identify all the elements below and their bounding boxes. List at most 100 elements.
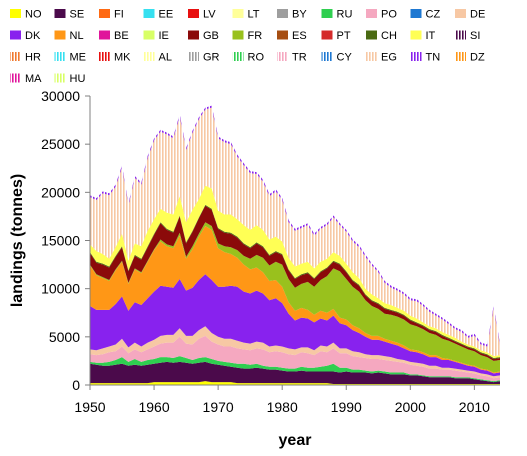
legend-swatch-lv (188, 9, 199, 18)
legend-label-by: BY (292, 9, 307, 21)
legend-item-eg: EG (366, 52, 397, 64)
legend-label-ma: MA (25, 73, 42, 85)
area-series-fr (90, 222, 500, 373)
legend-item-nl: NL (54, 30, 84, 42)
legend-item-ru: RU (321, 9, 352, 21)
legend: NO SE FI EE LV LT BY RU PO CZ DE DK NL BE IE GB FR ES PT CH… (10, 9, 485, 85)
legend-label-mk: MK (114, 52, 131, 64)
legend-swatch-hu (54, 73, 66, 83)
area-series-no (90, 381, 500, 385)
legend-label-tr: TR (292, 52, 307, 64)
legend-item-it: IT (410, 30, 436, 42)
legend-label-ie: IE (159, 30, 169, 42)
legend-swatch-pt (321, 30, 333, 40)
x-axis-label: year (279, 432, 312, 449)
legend-item-by: BY (277, 9, 307, 21)
legend-swatch-dk (10, 30, 21, 40)
y-tick-label: 30000 (41, 88, 80, 104)
area-series-ru (90, 356, 500, 383)
y-tick-label: 25000 (41, 136, 80, 152)
legend-label-be: BE (114, 30, 129, 42)
y-tick-label: 10000 (41, 281, 80, 297)
x-tick-label: 1990 (331, 399, 362, 415)
legend-swatch-nl (54, 30, 66, 40)
x-tick-label: 1980 (267, 399, 298, 415)
y-tick-label: 20000 (41, 184, 80, 200)
legend-swatch-tr (277, 52, 288, 61)
legend-swatch-be (99, 30, 110, 40)
legend-item-hu: HU (54, 73, 85, 85)
legend-swatch-de (455, 9, 466, 18)
legend-item-es: ES (277, 30, 307, 42)
legend-label-gb: GB (203, 30, 219, 42)
legend-item-si: SI (455, 30, 480, 42)
legend-label-pt: PT (337, 30, 351, 42)
legend-label-ee: EE (159, 9, 174, 21)
legend-label-de: DE (470, 9, 485, 21)
x-tick-label: 1970 (203, 399, 234, 415)
legend-item-hr: HR (10, 52, 41, 64)
plot-area (90, 105, 500, 385)
legend-swatch-no (10, 9, 21, 18)
legend-label-ro: RO (248, 52, 265, 64)
legend-item-dz: DZ (455, 52, 485, 64)
legend-label-cz: CZ (426, 9, 441, 21)
legend-item-ie: IE (143, 30, 169, 42)
legend-label-po: PO (381, 9, 397, 21)
legend-label-me: ME (70, 52, 87, 64)
legend-swatch-tn (410, 52, 422, 61)
legend-item-gr: GR (188, 52, 220, 64)
legend-swatch-by (277, 9, 288, 18)
legend-item-al: AL (143, 52, 172, 64)
legend-item-de: DE (455, 9, 485, 21)
x-tick-label: 1950 (74, 399, 105, 415)
legend-item-dk: DK (10, 30, 41, 42)
legend-swatch-po (366, 9, 377, 18)
legend-label-hr: HR (25, 52, 41, 64)
legend-item-ma: MA (10, 73, 42, 85)
legend-item-gb: GB (188, 30, 219, 42)
legend-item-tr: TR (277, 52, 307, 64)
legend-item-ee: EE (143, 9, 174, 21)
legend-swatch-fi (99, 9, 110, 18)
legend-swatch-ie (143, 30, 155, 40)
legend-item-tn: TN (410, 52, 440, 64)
area-series-po (90, 335, 500, 382)
legend-swatch-ma (10, 73, 21, 83)
legend-swatch-ru (321, 9, 333, 18)
legend-label-nl: NL (70, 30, 84, 42)
legend-label-dz: DZ (470, 52, 485, 64)
legend-swatch-cy (321, 52, 333, 61)
legend-swatch-it (410, 30, 422, 40)
area-series-eg (90, 107, 500, 357)
legend-swatch-dz (455, 52, 466, 61)
legend-item-be: BE (99, 30, 129, 42)
legend-label-si: SI (470, 30, 480, 42)
legend-item-lt: LT (232, 9, 260, 21)
area-series-nl (90, 226, 500, 374)
x-tick-label: 1960 (138, 399, 169, 415)
legend-label-no: NO (25, 9, 42, 21)
legend-swatch-cz (410, 9, 422, 18)
legend-swatch-lt (232, 9, 244, 18)
legend-label-se: SE (70, 9, 85, 21)
legend-item-mk: MK (99, 52, 131, 64)
legend-item-lv: LV (188, 9, 216, 21)
area-series-gb (90, 205, 500, 361)
legend-swatch-al (143, 52, 155, 61)
legend-swatch-se (54, 9, 66, 18)
axes: 0 5000 10000 15000 20000 25000 30000 1950 1960 19… (41, 88, 500, 415)
legend-swatch-gr (188, 52, 199, 61)
y-tick-label: 0 (72, 377, 80, 393)
y-tick-label: 15000 (41, 233, 80, 249)
x-tick-label: 2010 (459, 399, 490, 415)
legend-item-me: ME (54, 52, 87, 64)
legend-swatch-me (54, 52, 66, 61)
legend-item-ro: RO (232, 52, 265, 64)
legend-label-lv: LV (203, 9, 216, 21)
legend-item-cz: CZ (410, 9, 441, 21)
legend-item-no: NO (10, 9, 42, 21)
area-series-de (90, 326, 500, 379)
